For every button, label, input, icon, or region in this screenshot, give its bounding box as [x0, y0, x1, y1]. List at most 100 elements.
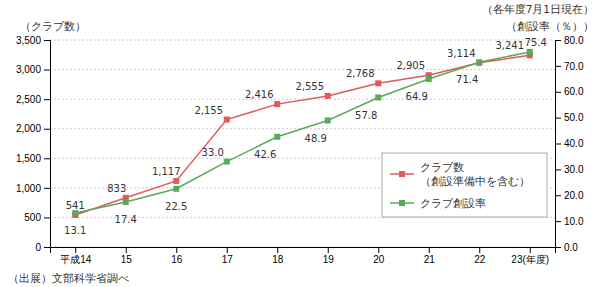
- data-label: 42.6: [254, 149, 276, 160]
- x-tick-label: 15: [121, 254, 133, 265]
- y-tick: 500: [24, 212, 50, 223]
- y2-tick-label: 10.0: [564, 216, 584, 227]
- plot: 平成14 15 16 17 18 19 20 21 22 23(年度) 0 500 1,000 1,500…: [16, 35, 584, 265]
- data-label: 13.1: [64, 225, 86, 236]
- y-tick-label: 1,500: [16, 153, 41, 164]
- y-tick-mark: [44, 70, 50, 71]
- y2-axis-title: （創設率（％））: [506, 20, 594, 32]
- data-label: 64.9: [406, 91, 428, 102]
- y-tick: 2,500: [16, 94, 50, 105]
- y2-tick-mark: [555, 144, 561, 145]
- y2-tick-mark: [555, 195, 561, 196]
- x-tick-mark: [378, 247, 379, 253]
- grid-line: [50, 69, 555, 70]
- x-tick: 20: [373, 247, 385, 265]
- y2-tick: 10.0: [555, 216, 584, 227]
- x-axis: 平成14 15 16 17 18 19 20 21 22 23(年度): [51, 247, 556, 265]
- y2-tick: 30.0: [555, 164, 584, 175]
- x-tick-label: 20: [373, 254, 385, 265]
- x-tick-label: 17: [222, 254, 234, 265]
- y2-tick-mark: [555, 40, 561, 41]
- y2-tick-label: 0.0: [564, 242, 578, 253]
- marker: [274, 101, 280, 107]
- data-label: 71.4: [456, 74, 478, 85]
- marker: [274, 134, 280, 140]
- axis-line: [44, 41, 51, 248]
- y-tick-mark: [44, 217, 50, 218]
- marker: [173, 178, 179, 184]
- x-tick-label: 16: [171, 254, 183, 265]
- y2-tick-label: 60.0: [564, 86, 584, 97]
- data-label: 2,155: [194, 105, 223, 116]
- y-tick-mark: [44, 158, 50, 159]
- x-tick-label: 22: [474, 254, 486, 265]
- y-tick-mark: [44, 247, 50, 248]
- legend-frame: [382, 153, 547, 217]
- y2-tick-mark: [555, 66, 561, 67]
- y2-tick-mark: [555, 92, 561, 93]
- marker: [375, 94, 381, 100]
- y-tick: 2,000: [16, 123, 50, 134]
- y-tick: 3,000: [16, 64, 50, 75]
- y-tick-mark: [44, 40, 50, 41]
- legend-entry: クラブ創設率: [420, 197, 486, 209]
- subtitle: （各年度7月1日現在）: [482, 3, 594, 15]
- y-tick-label: 3,000: [16, 64, 41, 75]
- y2-tick: 70.0: [555, 61, 584, 72]
- marker: [325, 93, 331, 99]
- data-label: 48.9: [305, 133, 327, 144]
- x-tick: 16: [171, 247, 183, 265]
- grid-line: [50, 40, 555, 41]
- x-tick: 平成14: [60, 247, 92, 265]
- y2-tick: 80.0: [555, 35, 584, 46]
- y-tick: 0: [35, 242, 50, 253]
- y-tick-mark: [44, 129, 50, 130]
- y-tick-label: 1,000: [16, 183, 41, 194]
- data-label: 833: [107, 183, 126, 194]
- x-tick-label: 21: [424, 254, 436, 265]
- y2-tick-mark: [555, 118, 561, 119]
- marker: [224, 159, 230, 165]
- legend-swatch-marker: [399, 200, 405, 206]
- data-label: 1,117: [152, 166, 181, 177]
- y2-tick-label: 40.0: [564, 138, 584, 149]
- data-label: 2,768: [346, 68, 375, 79]
- marker: [224, 117, 230, 123]
- marker: [426, 76, 432, 82]
- y2-tick: 50.0: [555, 112, 584, 123]
- marker: [375, 80, 381, 86]
- marker: [173, 186, 179, 192]
- y-tick: 3,500: [16, 35, 50, 46]
- y-tick-label: 2,000: [16, 123, 41, 134]
- data-label: 33.0: [202, 147, 224, 158]
- y2-tick-mark: [555, 247, 561, 248]
- y2-tick-label: 20.0: [564, 190, 584, 201]
- x-tick-label: 23(年度): [511, 254, 549, 265]
- x-tick-mark: [479, 247, 480, 253]
- axis-line: [51, 248, 556, 254]
- x-tick-mark: [429, 247, 430, 253]
- marker: [123, 199, 129, 205]
- grid: [50, 40, 555, 247]
- x-tick: 17: [222, 247, 234, 265]
- y-tick: 1,000: [16, 183, 50, 194]
- y2-axis: 0.0 10.0 20.0 30.0 40.0 50.0 60.0 70.0 80.0: [555, 35, 584, 253]
- x-tick-label: 19: [323, 254, 335, 265]
- x-tick-mark: [277, 247, 278, 253]
- x-tick: 15: [121, 247, 133, 265]
- marker: [476, 60, 482, 66]
- y2-tick: 40.0: [555, 138, 584, 149]
- y-tick-mark: [44, 188, 50, 189]
- annotation: （出展）文部科学省調べ: [8, 272, 129, 284]
- y-tick-label: 0: [35, 242, 41, 253]
- x-tick: 22: [474, 247, 486, 265]
- x-tick-mark: [530, 247, 531, 253]
- y2-tick: 0.0: [555, 242, 578, 253]
- marker: [527, 49, 533, 55]
- marker: [476, 59, 482, 65]
- chart: 平成14 15 16 17 18 19 20 21 22 23(年度) 0 500 1,000 1,500…: [0, 0, 600, 287]
- y-tick: 1,500: [16, 153, 50, 164]
- x-tick-label: 18: [272, 254, 284, 265]
- x-tick: 23(年度): [511, 247, 549, 265]
- y-axis-title: （クラブ数）: [20, 20, 86, 33]
